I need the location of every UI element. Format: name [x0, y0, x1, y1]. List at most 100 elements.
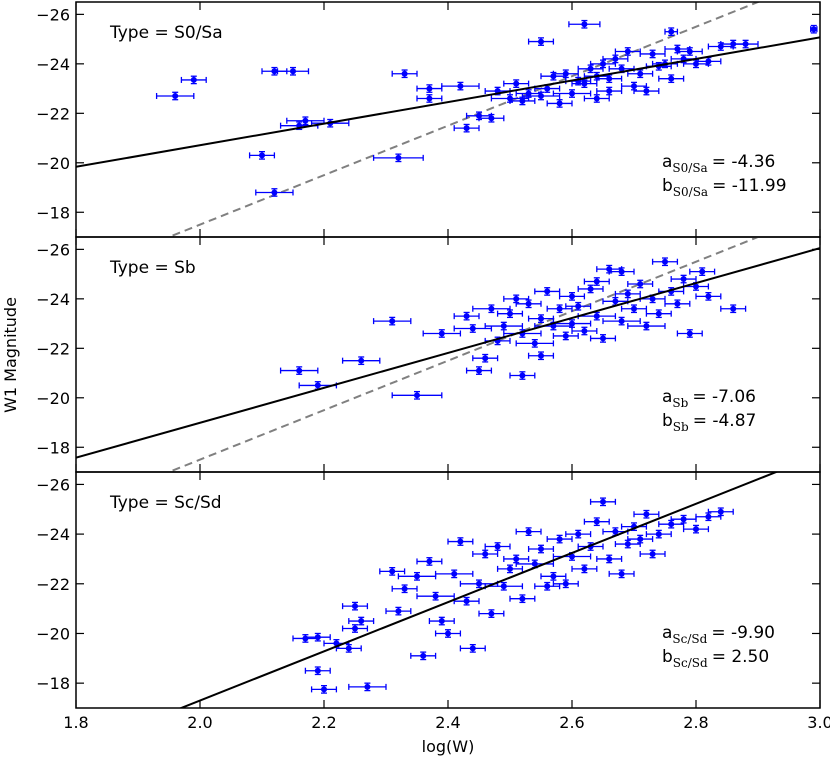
coef-b-text: bSb = -4.87 — [662, 411, 756, 434]
data-point — [682, 282, 710, 291]
data-marker — [507, 565, 513, 572]
data-marker — [705, 513, 712, 520]
data-marker — [463, 125, 470, 132]
data-marker — [662, 258, 668, 265]
data-point — [633, 86, 660, 96]
data-point — [682, 524, 710, 534]
data-point — [279, 366, 319, 375]
data-marker — [271, 68, 278, 75]
data-point — [596, 554, 623, 564]
data-marker — [321, 686, 327, 693]
data-marker — [358, 357, 365, 364]
data-marker — [624, 541, 631, 548]
data-marker — [389, 568, 396, 575]
data-marker — [693, 526, 699, 533]
data-point — [453, 596, 480, 606]
data-point — [441, 81, 480, 91]
data-marker — [451, 570, 458, 577]
data-point — [676, 329, 703, 338]
data-marker — [674, 300, 681, 307]
data-marker — [618, 65, 625, 72]
data-point — [304, 666, 331, 676]
data-point — [422, 329, 462, 338]
data-point — [645, 529, 672, 539]
data-marker — [569, 553, 575, 560]
data-point — [372, 316, 412, 326]
data-marker — [469, 325, 476, 332]
data-point — [416, 84, 443, 93]
data-point — [633, 509, 660, 519]
data-point — [608, 569, 635, 579]
data-point — [589, 334, 617, 343]
data-marker — [271, 189, 278, 196]
data-point — [484, 321, 524, 331]
data-point — [552, 89, 592, 98]
data-marker — [358, 618, 365, 625]
coef-a-symbol: a — [662, 152, 672, 172]
data-point — [720, 304, 747, 314]
data-point — [453, 123, 480, 133]
data-marker — [575, 531, 582, 538]
data-marker — [680, 516, 687, 523]
data-marker — [550, 573, 557, 580]
data-point — [546, 534, 573, 544]
data-marker — [544, 288, 551, 295]
data-marker — [612, 298, 619, 305]
data-point — [546, 304, 573, 314]
data-marker — [556, 100, 563, 107]
data-point — [255, 188, 294, 197]
y-tick-label: −22 — [36, 339, 70, 358]
data-point — [527, 314, 555, 323]
data-point — [670, 274, 697, 284]
data-marker — [593, 313, 600, 320]
data-marker — [569, 320, 575, 327]
data-point — [810, 24, 818, 34]
coef-b-text: bSc/Sd = 2.50 — [662, 647, 769, 670]
data-marker — [457, 83, 464, 90]
data-marker — [562, 70, 569, 77]
data-marker — [438, 330, 445, 337]
x-tick-label: 1.8 — [63, 713, 88, 732]
coef-b-value: = -11.99 — [712, 176, 786, 196]
data-point — [614, 539, 641, 549]
data-point — [546, 99, 573, 108]
data-point — [658, 74, 685, 84]
coef-a-value: = -9.90 — [711, 623, 775, 643]
data-point — [180, 75, 207, 85]
data-point — [496, 564, 524, 574]
data-marker — [432, 593, 439, 600]
data-marker — [519, 595, 526, 602]
data-marker — [606, 555, 613, 562]
data-point — [434, 629, 462, 638]
data-point — [391, 390, 443, 400]
data-marker — [364, 683, 371, 690]
data-point — [348, 616, 375, 626]
data-marker — [482, 550, 489, 557]
data-marker — [562, 580, 569, 587]
data-marker — [172, 93, 179, 99]
data-marker — [513, 555, 520, 562]
data-point — [568, 19, 601, 29]
data-marker — [469, 645, 476, 652]
panel-type-label: Type = Sc/Sd — [109, 493, 222, 513]
coef-a-text: aS0/Sa = -4.36 — [662, 152, 775, 175]
panel-plot-area-2 — [178, 472, 779, 708]
data-marker — [401, 70, 408, 77]
data-marker — [593, 518, 600, 525]
data-point — [261, 66, 288, 76]
data-point — [472, 304, 511, 314]
data-marker — [569, 90, 575, 97]
y-tick-label: −22 — [36, 104, 70, 123]
data-point — [602, 316, 641, 326]
data-marker — [581, 80, 588, 87]
data-marker — [643, 511, 650, 518]
y-tick-label: −18 — [36, 203, 70, 222]
coef-a-symbol: a — [662, 623, 672, 643]
data-point — [391, 69, 418, 79]
y-tick-label: −22 — [36, 575, 70, 594]
data-marker — [519, 97, 526, 104]
panel-plot-area-0 — [76, 2, 820, 237]
data-marker — [494, 543, 501, 550]
data-marker — [562, 332, 569, 339]
coef-a-symbol: a — [662, 387, 672, 407]
